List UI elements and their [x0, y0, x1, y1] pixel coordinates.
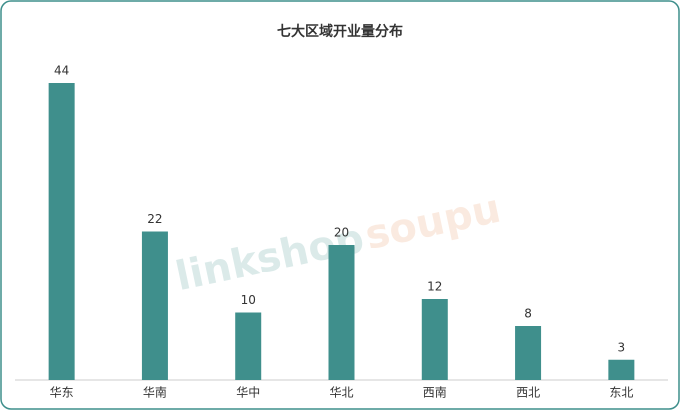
x-tick-label: 华北: [329, 386, 353, 400]
x-tick-label: 华中: [236, 385, 260, 400]
chart-title: 七大区域开业量分布: [277, 23, 403, 40]
bar: [235, 312, 262, 380]
data-label: 44: [54, 64, 69, 78]
data-label: 22: [147, 212, 162, 226]
bar: [421, 299, 448, 380]
bar: [141, 231, 168, 380]
data-label: 12: [427, 280, 442, 294]
bar: [48, 83, 75, 380]
data-label: 3: [618, 340, 626, 354]
bar: [515, 326, 542, 380]
x-tick-label: 西南: [423, 385, 447, 400]
x-tick-label: 西北: [516, 386, 540, 400]
bar: [328, 245, 355, 380]
x-tick-label: 华东: [50, 386, 74, 400]
data-label: 8: [524, 307, 532, 321]
data-label: 10: [241, 293, 256, 307]
bar: [608, 359, 635, 380]
x-tick-label: 华南: [143, 385, 167, 400]
data-label: 20: [334, 226, 349, 240]
x-tick-label: 东北: [609, 386, 633, 400]
